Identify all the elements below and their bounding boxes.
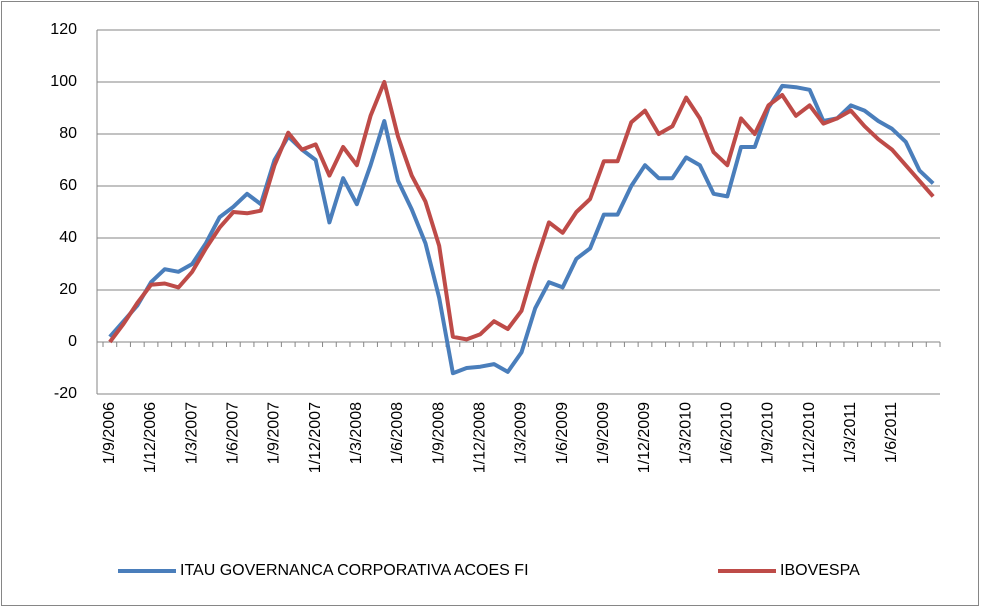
x-tick-label: 1/3/2010 bbox=[677, 402, 694, 464]
x-tick-label: 1/3/2007 bbox=[183, 402, 200, 464]
y-tick-label: 100 bbox=[50, 73, 77, 90]
x-tick-label: 1/9/2008 bbox=[430, 402, 447, 464]
x-tick-label: 1/9/2007 bbox=[266, 402, 283, 464]
x-tick-label: 1/9/2006 bbox=[101, 402, 118, 464]
y-tick-label: 20 bbox=[59, 281, 77, 298]
x-tick-label: 1/3/2011 bbox=[842, 402, 859, 463]
y-tick-label: 80 bbox=[59, 125, 77, 142]
x-tick-label: 1/12/2006 bbox=[142, 402, 159, 473]
y-tick-label: 120 bbox=[50, 21, 77, 38]
x-tick-label: 1/9/2010 bbox=[760, 402, 777, 464]
y-tick-label: 60 bbox=[59, 177, 77, 194]
legend-label: ITAU GOVERNANCA CORPORATIVA ACOES FI bbox=[180, 562, 529, 579]
x-tick-label: 1/6/2008 bbox=[389, 402, 406, 464]
y-tick-label: 0 bbox=[68, 333, 77, 350]
x-tick-label: 1/12/2009 bbox=[636, 402, 653, 473]
x-tick-label: 1/12/2010 bbox=[801, 402, 818, 473]
x-tick-label: 1/6/2007 bbox=[225, 402, 242, 464]
y-tick-label: 40 bbox=[59, 229, 77, 246]
x-tick-label: 1/9/2009 bbox=[595, 402, 612, 464]
x-tick-label: 1/6/2010 bbox=[719, 402, 736, 464]
x-tick-label: 1/6/2011 bbox=[883, 402, 900, 463]
x-tick-label: 1/6/2009 bbox=[554, 402, 571, 464]
x-tick-label: 1/3/2008 bbox=[348, 402, 365, 464]
x-tick-label: 1/12/2007 bbox=[307, 402, 324, 473]
series-line bbox=[108, 83, 935, 376]
legend-label: IBOVESPA bbox=[780, 562, 860, 579]
y-tick-label: -20 bbox=[54, 385, 77, 402]
x-tick-label: 1/3/2009 bbox=[513, 402, 530, 464]
series-line bbox=[108, 80, 935, 344]
x-tick-label: 1/12/2008 bbox=[472, 402, 489, 473]
